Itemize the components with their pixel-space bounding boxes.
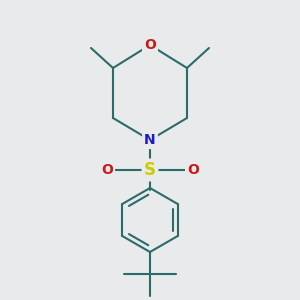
Text: N: N <box>144 133 156 147</box>
Text: O: O <box>144 38 156 52</box>
Text: O: O <box>187 163 199 177</box>
Text: S: S <box>144 161 156 179</box>
Text: O: O <box>101 163 113 177</box>
